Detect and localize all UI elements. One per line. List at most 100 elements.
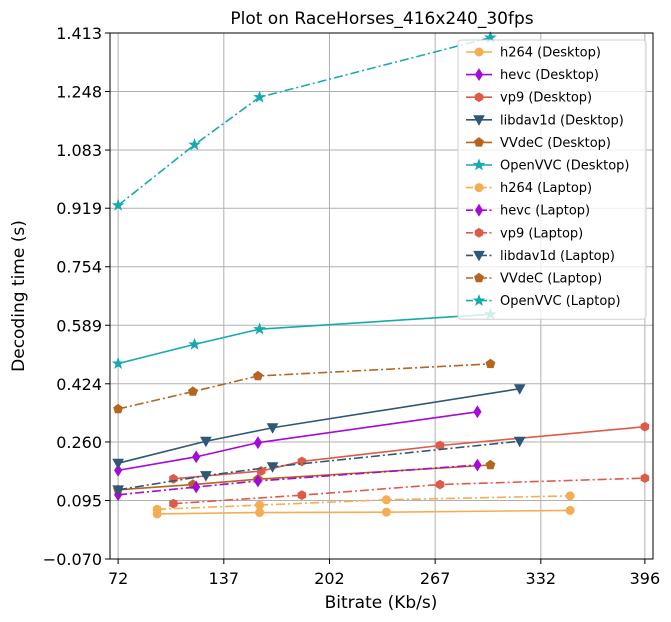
- legend-marker: [474, 47, 484, 57]
- data-point: [113, 403, 124, 414]
- data-point: [381, 507, 391, 517]
- series-h264-desktop: [152, 505, 575, 519]
- legend-label: h264 (Desktop): [500, 46, 601, 61]
- series-h264-laptop: [152, 491, 575, 514]
- legend-entry: hevc (Laptop): [466, 204, 590, 219]
- legend-label: vp9 (Desktop): [500, 91, 592, 106]
- chart-title: Plot on RaceHorses_416x240_30fps: [230, 9, 533, 29]
- y-tick-label: 1.413: [56, 24, 102, 43]
- legend-marker: [474, 227, 484, 238]
- series-line: [117, 363, 491, 410]
- data-point: [112, 458, 124, 470]
- data-point: [253, 436, 263, 450]
- x-axis: 72 137 202 267 332 396: [108, 559, 660, 588]
- y-tick-label: 0.589: [56, 316, 102, 335]
- legend-entry: vp9 (Desktop): [466, 91, 592, 106]
- legend-label: OpenVVC (Desktop): [500, 159, 629, 174]
- series-line: [117, 411, 478, 472]
- legend-label: hevc (Desktop): [500, 68, 599, 83]
- data-point: [513, 384, 526, 395]
- data-point: [253, 474, 263, 488]
- legend-marker: [472, 293, 486, 307]
- series-hevc-desktop: [114, 405, 482, 477]
- data-point: [640, 473, 650, 484]
- y-tick-label: 0.095: [56, 491, 102, 510]
- series-libdav1d-desktop: [112, 384, 526, 470]
- legend-entry: h264 (Laptop): [466, 181, 592, 196]
- data-point: [200, 436, 212, 448]
- legend-entry: vp9 (Laptop): [466, 226, 583, 241]
- series-line: [118, 464, 478, 496]
- legend-entry: OpenVVC (Desktop): [466, 158, 629, 174]
- legend-entry: OpenVVC (Laptop): [466, 293, 621, 309]
- legend-entry: hevc (Desktop): [466, 68, 599, 83]
- data-point: [255, 500, 265, 510]
- data-point: [253, 322, 266, 335]
- legend-label: h264 (Laptop): [500, 181, 592, 196]
- series-openvvc-desktop: [111, 307, 497, 369]
- data-point: [192, 450, 201, 464]
- data-point: [473, 405, 482, 419]
- series-line: [157, 495, 571, 511]
- series-line: [173, 477, 645, 505]
- data-point: [200, 471, 212, 482]
- legend-label: hevc (Laptop): [500, 204, 590, 219]
- series-layer: [111, 30, 650, 519]
- data-point: [640, 421, 650, 432]
- x-tick-label: 72: [108, 569, 128, 588]
- legend-marker: [474, 92, 484, 103]
- series-openvvc-laptop: [111, 30, 497, 211]
- series-vp9-laptop: [169, 473, 650, 509]
- data-point: [188, 337, 201, 350]
- legend-label: OpenVVC (Laptop): [500, 294, 621, 309]
- series-vvdec-laptop: [113, 358, 496, 414]
- data-point: [435, 479, 445, 490]
- data-point: [565, 505, 575, 515]
- legend-label: libdav1d (Laptop): [500, 249, 615, 264]
- data-point: [112, 485, 124, 496]
- data-point: [565, 491, 575, 501]
- y-tick-label: 0.919: [56, 199, 102, 218]
- legend: h264 (Desktop) hevc (Desktop) vp9 (Desktop…: [457, 39, 647, 320]
- x-tick-label: 332: [526, 569, 557, 588]
- data-point: [253, 90, 266, 103]
- data-point: [252, 370, 263, 381]
- x-tick-label: 267: [420, 569, 451, 588]
- y-tick-label: 0.754: [56, 258, 102, 277]
- series-line: [117, 387, 520, 465]
- data-point: [111, 198, 125, 211]
- legend-label: VVdeC (Laptop): [500, 272, 602, 287]
- data-point: [297, 490, 307, 501]
- y-axis: −0.070 0.095 0.260 0.424 0.589 0.754 0.919 1.08…: [43, 24, 110, 569]
- data-point: [187, 386, 198, 396]
- plot-frame: [109, 32, 654, 560]
- data-point: [485, 459, 496, 470]
- y-tick-label: 1.083: [56, 141, 102, 160]
- legend-marker: [473, 250, 485, 262]
- y-tick-label: 0.424: [56, 375, 102, 394]
- data-point: [169, 498, 178, 509]
- data-point: [152, 504, 162, 514]
- legend-marker: [474, 272, 484, 283]
- data-point: [255, 508, 265, 518]
- data-point: [188, 138, 201, 151]
- legend-marker: [474, 183, 484, 193]
- data-point: [266, 462, 279, 473]
- legend-marker: [472, 158, 486, 171]
- legend-marker: [473, 115, 485, 126]
- y-tick-label: −0.070: [43, 550, 102, 569]
- data-point: [114, 463, 123, 477]
- y-tick-label: 1.248: [56, 83, 102, 102]
- legend-label: VVdeC (Desktop): [500, 136, 611, 151]
- data-point: [111, 356, 125, 369]
- legend-entry: VVdeC (Laptop): [466, 272, 602, 287]
- legend-entry: VVdeC (Desktop): [466, 136, 611, 151]
- series-line: [117, 313, 491, 365]
- y-axis-label: Decoding time (s): [9, 220, 29, 372]
- legend-marker: [474, 68, 484, 82]
- data-point: [513, 436, 526, 448]
- data-point: [473, 458, 482, 472]
- data-point: [192, 480, 201, 494]
- legend-entry: libdav1d (Desktop): [466, 113, 624, 128]
